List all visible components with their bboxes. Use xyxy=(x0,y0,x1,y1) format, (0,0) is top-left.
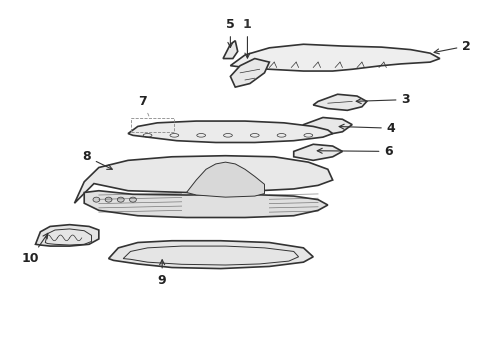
Text: 7: 7 xyxy=(138,95,149,116)
Text: 6: 6 xyxy=(317,145,393,158)
Polygon shape xyxy=(230,59,270,87)
Polygon shape xyxy=(128,121,333,143)
Circle shape xyxy=(117,197,124,202)
Polygon shape xyxy=(303,117,352,135)
Text: 9: 9 xyxy=(158,260,167,287)
Polygon shape xyxy=(109,241,313,269)
Polygon shape xyxy=(313,94,367,111)
Polygon shape xyxy=(223,41,238,59)
Text: 10: 10 xyxy=(22,233,48,265)
Polygon shape xyxy=(84,191,328,217)
Text: 8: 8 xyxy=(82,150,112,169)
Text: 2: 2 xyxy=(434,40,471,54)
Circle shape xyxy=(93,197,100,202)
Polygon shape xyxy=(187,162,265,197)
Polygon shape xyxy=(74,156,333,203)
Text: 1: 1 xyxy=(243,18,252,58)
Circle shape xyxy=(129,197,136,202)
Text: 4: 4 xyxy=(339,122,395,135)
Text: 3: 3 xyxy=(356,93,410,106)
Polygon shape xyxy=(294,144,343,160)
Circle shape xyxy=(105,197,112,202)
Polygon shape xyxy=(230,44,440,71)
Polygon shape xyxy=(35,225,99,246)
Text: 5: 5 xyxy=(226,18,235,48)
